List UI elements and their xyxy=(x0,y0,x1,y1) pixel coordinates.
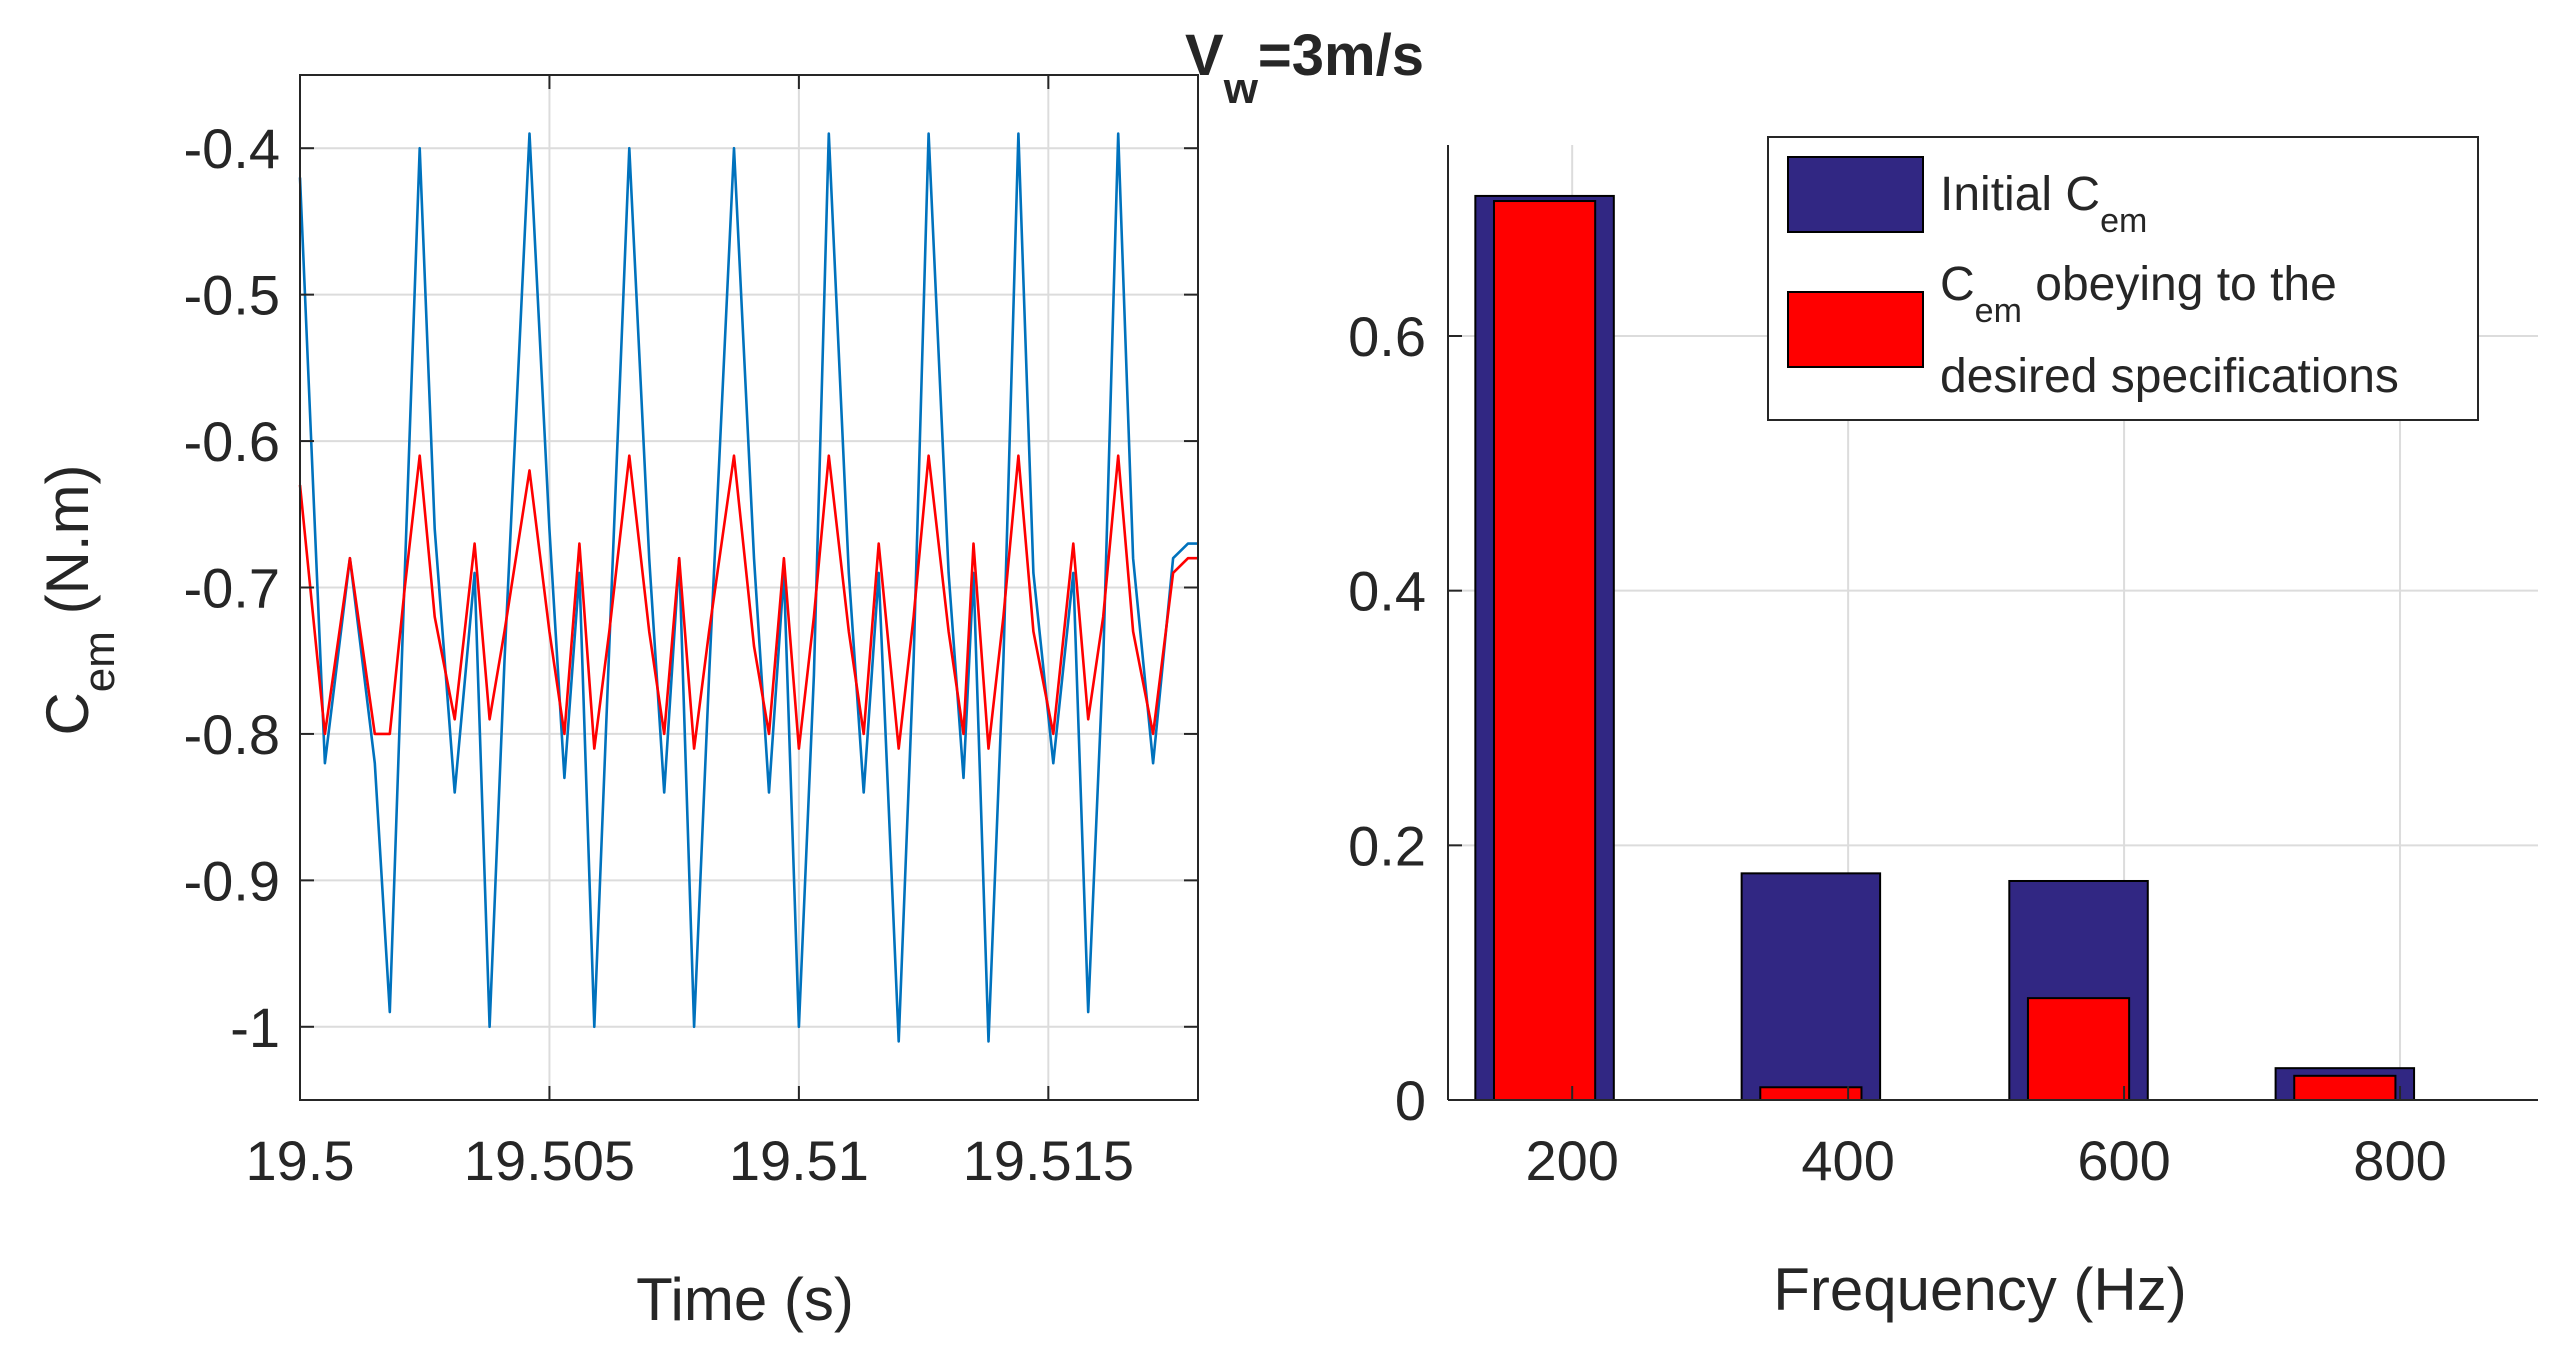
chart1-ylabel: Cem (N.m) xyxy=(34,464,124,735)
figure-title: Vw=3m/s xyxy=(1185,23,1424,113)
bar-desired-cem xyxy=(2026,997,2131,1100)
bar-desired-cem xyxy=(1492,200,1597,1100)
chart1-ylabel-sub: em xyxy=(75,631,124,692)
chart2-ytick-label: 0.2 xyxy=(1348,814,1426,877)
bar-desired-cem xyxy=(1759,1086,1863,1100)
legend-label-desired-line1: Cem obeying to the xyxy=(1940,258,2337,330)
chart1-series-line xyxy=(298,454,1198,750)
chart2-legend: Initial Cem Cem obeying to the desired s… xyxy=(1767,136,2479,421)
chart1-series-line xyxy=(298,132,1198,1043)
chart-frequency-spectrum: 200 400 600 800 0 0.2 0.4 0.6 Frequency (Hz) I… xyxy=(1348,136,2538,1323)
chart2-xtick-label: 600 xyxy=(2077,1129,2170,1192)
chart1-ylabel-rest: (N.m) xyxy=(34,464,101,631)
figure-title-rest: =3m/s xyxy=(1258,23,1424,88)
chart1-axes xyxy=(299,74,1199,1101)
legend-swatch-desired xyxy=(1787,291,1924,368)
chart2-xtick-label: 400 xyxy=(1801,1129,1894,1192)
chart1-xtick-labels: 19.5 19.505 19.51 19.515 xyxy=(246,1129,1134,1192)
chart2-ytick-labels: 0 0.2 0.4 0.6 xyxy=(1348,305,1426,1132)
legend-label-initial: Initial Cem xyxy=(1940,168,2147,240)
chart1-ytick-label: -0.6 xyxy=(184,410,281,473)
chart1-ytick-label: -0.9 xyxy=(184,849,281,912)
chart1-ytick-labels: -1 -0.9 -0.8 -0.7 -0.6 -0.5 -0.4 xyxy=(184,117,281,1059)
chart2-xtick-labels: 200 400 600 800 xyxy=(1525,1129,2446,1192)
bar-initial-cem xyxy=(1740,872,1882,1100)
chart1-ytick-label: -1 xyxy=(230,996,280,1059)
chart2-bars xyxy=(1474,194,2416,1100)
legend-swatch-initial xyxy=(1787,156,1924,233)
chart1-ytick-label: -0.7 xyxy=(184,557,281,620)
figure-title-sub: w xyxy=(1223,64,1259,113)
chart1-xtick-label: 19.515 xyxy=(963,1129,1134,1192)
chart1-ytick-label: -0.5 xyxy=(184,264,281,327)
chart-time-series: 19.5 19.505 19.51 19.515 -1 -0.9 -0.8 -0.7 -0.6… xyxy=(34,74,1199,1333)
chart2-xlabel: Frequency (Hz) xyxy=(1773,1256,2186,1323)
chart1-lines xyxy=(298,132,1198,1043)
chart1-xtick-label: 19.505 xyxy=(464,1129,635,1192)
chart2-xtick-label: 200 xyxy=(1525,1129,1618,1192)
legend-label-desired-line2: desired specifications xyxy=(1940,350,2399,403)
chart2-axes xyxy=(1447,145,2538,1101)
chart1-axes-box xyxy=(299,74,1199,1101)
bar-desired-cem xyxy=(2293,1074,2397,1100)
chart1-xlabel: Time (s) xyxy=(636,1266,854,1333)
chart1-xtick-label: 19.5 xyxy=(246,1129,355,1192)
svg-text:Vw=3m/s: Vw=3m/s xyxy=(1185,23,1424,113)
figure-title-main: V xyxy=(1185,23,1224,88)
chart2-xtick-label: 800 xyxy=(2353,1129,2446,1192)
chart2-ytick-label: 0 xyxy=(1395,1069,1426,1132)
chart1-ylabel-main: C xyxy=(34,692,101,735)
chart2-ytick-label: 0.6 xyxy=(1348,305,1426,368)
chart1-ytick-label: -0.8 xyxy=(184,703,281,766)
chart1-ytick-label: -0.4 xyxy=(184,117,281,180)
chart2-ytick-label: 0.4 xyxy=(1348,560,1426,623)
chart1-xtick-label: 19.51 xyxy=(729,1129,869,1192)
